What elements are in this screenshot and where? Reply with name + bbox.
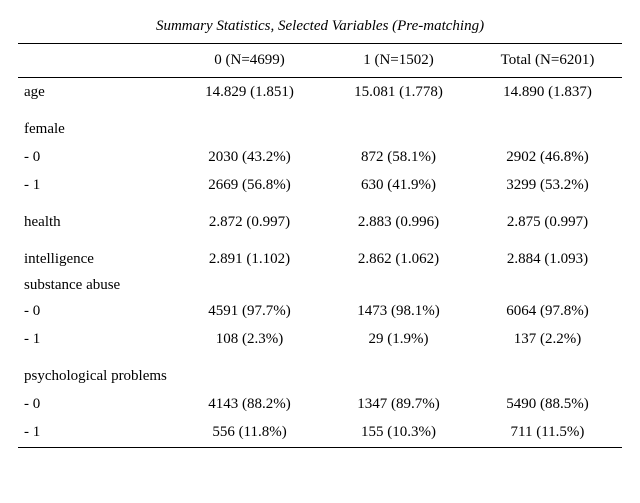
row-label: - 1 <box>18 418 175 448</box>
col-header-group1: 1 (N=1502) <box>324 44 473 78</box>
cell-g0: 4591 (97.7%) <box>175 297 324 325</box>
table-row: - 02030 (43.2%)872 (58.1%)2902 (46.8%) <box>18 143 622 171</box>
cell-g0: 2.891 (1.102) <box>175 236 324 273</box>
table-row: intelligence2.891 (1.102)2.862 (1.062)2.… <box>18 236 622 273</box>
cell-tot: 5490 (88.5%) <box>473 390 622 418</box>
row-label: psychological problems <box>18 353 175 390</box>
cell-g1 <box>324 273 473 297</box>
cell-tot: 6064 (97.8%) <box>473 297 622 325</box>
cell-tot <box>473 273 622 297</box>
cell-g1: 2.883 (0.996) <box>324 199 473 236</box>
cell-g0: 556 (11.8%) <box>175 418 324 448</box>
cell-tot <box>473 106 622 143</box>
row-label: - 0 <box>18 143 175 171</box>
cell-g0: 2.872 (0.997) <box>175 199 324 236</box>
col-header-total: Total (N=6201) <box>473 44 622 78</box>
table-title: Summary Statistics, Selected Variables (… <box>18 18 622 35</box>
cell-tot: 3299 (53.2%) <box>473 171 622 199</box>
cell-g1 <box>324 106 473 143</box>
table-row: age14.829 (1.851)15.081 (1.778)14.890 (1… <box>18 78 622 107</box>
table-row: - 1108 (2.3%)29 (1.9%)137 (2.2%) <box>18 325 622 353</box>
cell-g0: 14.829 (1.851) <box>175 78 324 107</box>
cell-tot: 2.875 (0.997) <box>473 199 622 236</box>
table-row: psychological problems <box>18 353 622 390</box>
cell-tot: 2.884 (1.093) <box>473 236 622 273</box>
row-label: female <box>18 106 175 143</box>
cell-g1: 1473 (98.1%) <box>324 297 473 325</box>
cell-g1: 872 (58.1%) <box>324 143 473 171</box>
row-label: - 0 <box>18 390 175 418</box>
table-row: female <box>18 106 622 143</box>
row-label: - 0 <box>18 297 175 325</box>
table-row: - 04591 (97.7%)1473 (98.1%)6064 (97.8%) <box>18 297 622 325</box>
table-row: - 04143 (88.2%)1347 (89.7%)5490 (88.5%) <box>18 390 622 418</box>
col-header-group0: 0 (N=4699) <box>175 44 324 78</box>
table-body: age14.829 (1.851)15.081 (1.778)14.890 (1… <box>18 78 622 448</box>
cell-g1: 2.862 (1.062) <box>324 236 473 273</box>
summary-stats-table: 0 (N=4699) 1 (N=1502) Total (N=6201) age… <box>18 43 622 448</box>
cell-g0 <box>175 273 324 297</box>
cell-g0: 108 (2.3%) <box>175 325 324 353</box>
cell-g1: 15.081 (1.778) <box>324 78 473 107</box>
row-label: health <box>18 199 175 236</box>
cell-tot <box>473 353 622 390</box>
cell-g0: 2030 (43.2%) <box>175 143 324 171</box>
col-header-label <box>18 44 175 78</box>
cell-tot: 137 (2.2%) <box>473 325 622 353</box>
table-row: substance abuse <box>18 273 622 297</box>
cell-g0 <box>175 106 324 143</box>
cell-tot: 711 (11.5%) <box>473 418 622 448</box>
row-label: intelligence <box>18 236 175 273</box>
cell-g1 <box>324 353 473 390</box>
row-label: substance abuse <box>18 273 175 297</box>
cell-g1: 29 (1.9%) <box>324 325 473 353</box>
cell-g0 <box>175 353 324 390</box>
cell-tot: 2902 (46.8%) <box>473 143 622 171</box>
cell-g0: 4143 (88.2%) <box>175 390 324 418</box>
table-row: health2.872 (0.997)2.883 (0.996)2.875 (0… <box>18 199 622 236</box>
row-label: - 1 <box>18 325 175 353</box>
row-label: age <box>18 78 175 107</box>
page-root: Summary Statistics, Selected Variables (… <box>0 0 640 503</box>
cell-g1: 1347 (89.7%) <box>324 390 473 418</box>
table-header: 0 (N=4699) 1 (N=1502) Total (N=6201) <box>18 44 622 78</box>
row-label: - 1 <box>18 171 175 199</box>
cell-g1: 630 (41.9%) <box>324 171 473 199</box>
cell-g1: 155 (10.3%) <box>324 418 473 448</box>
cell-tot: 14.890 (1.837) <box>473 78 622 107</box>
cell-g0: 2669 (56.8%) <box>175 171 324 199</box>
table-row: - 1556 (11.8%)155 (10.3%)711 (11.5%) <box>18 418 622 448</box>
table-row: - 12669 (56.8%)630 (41.9%)3299 (53.2%) <box>18 171 622 199</box>
